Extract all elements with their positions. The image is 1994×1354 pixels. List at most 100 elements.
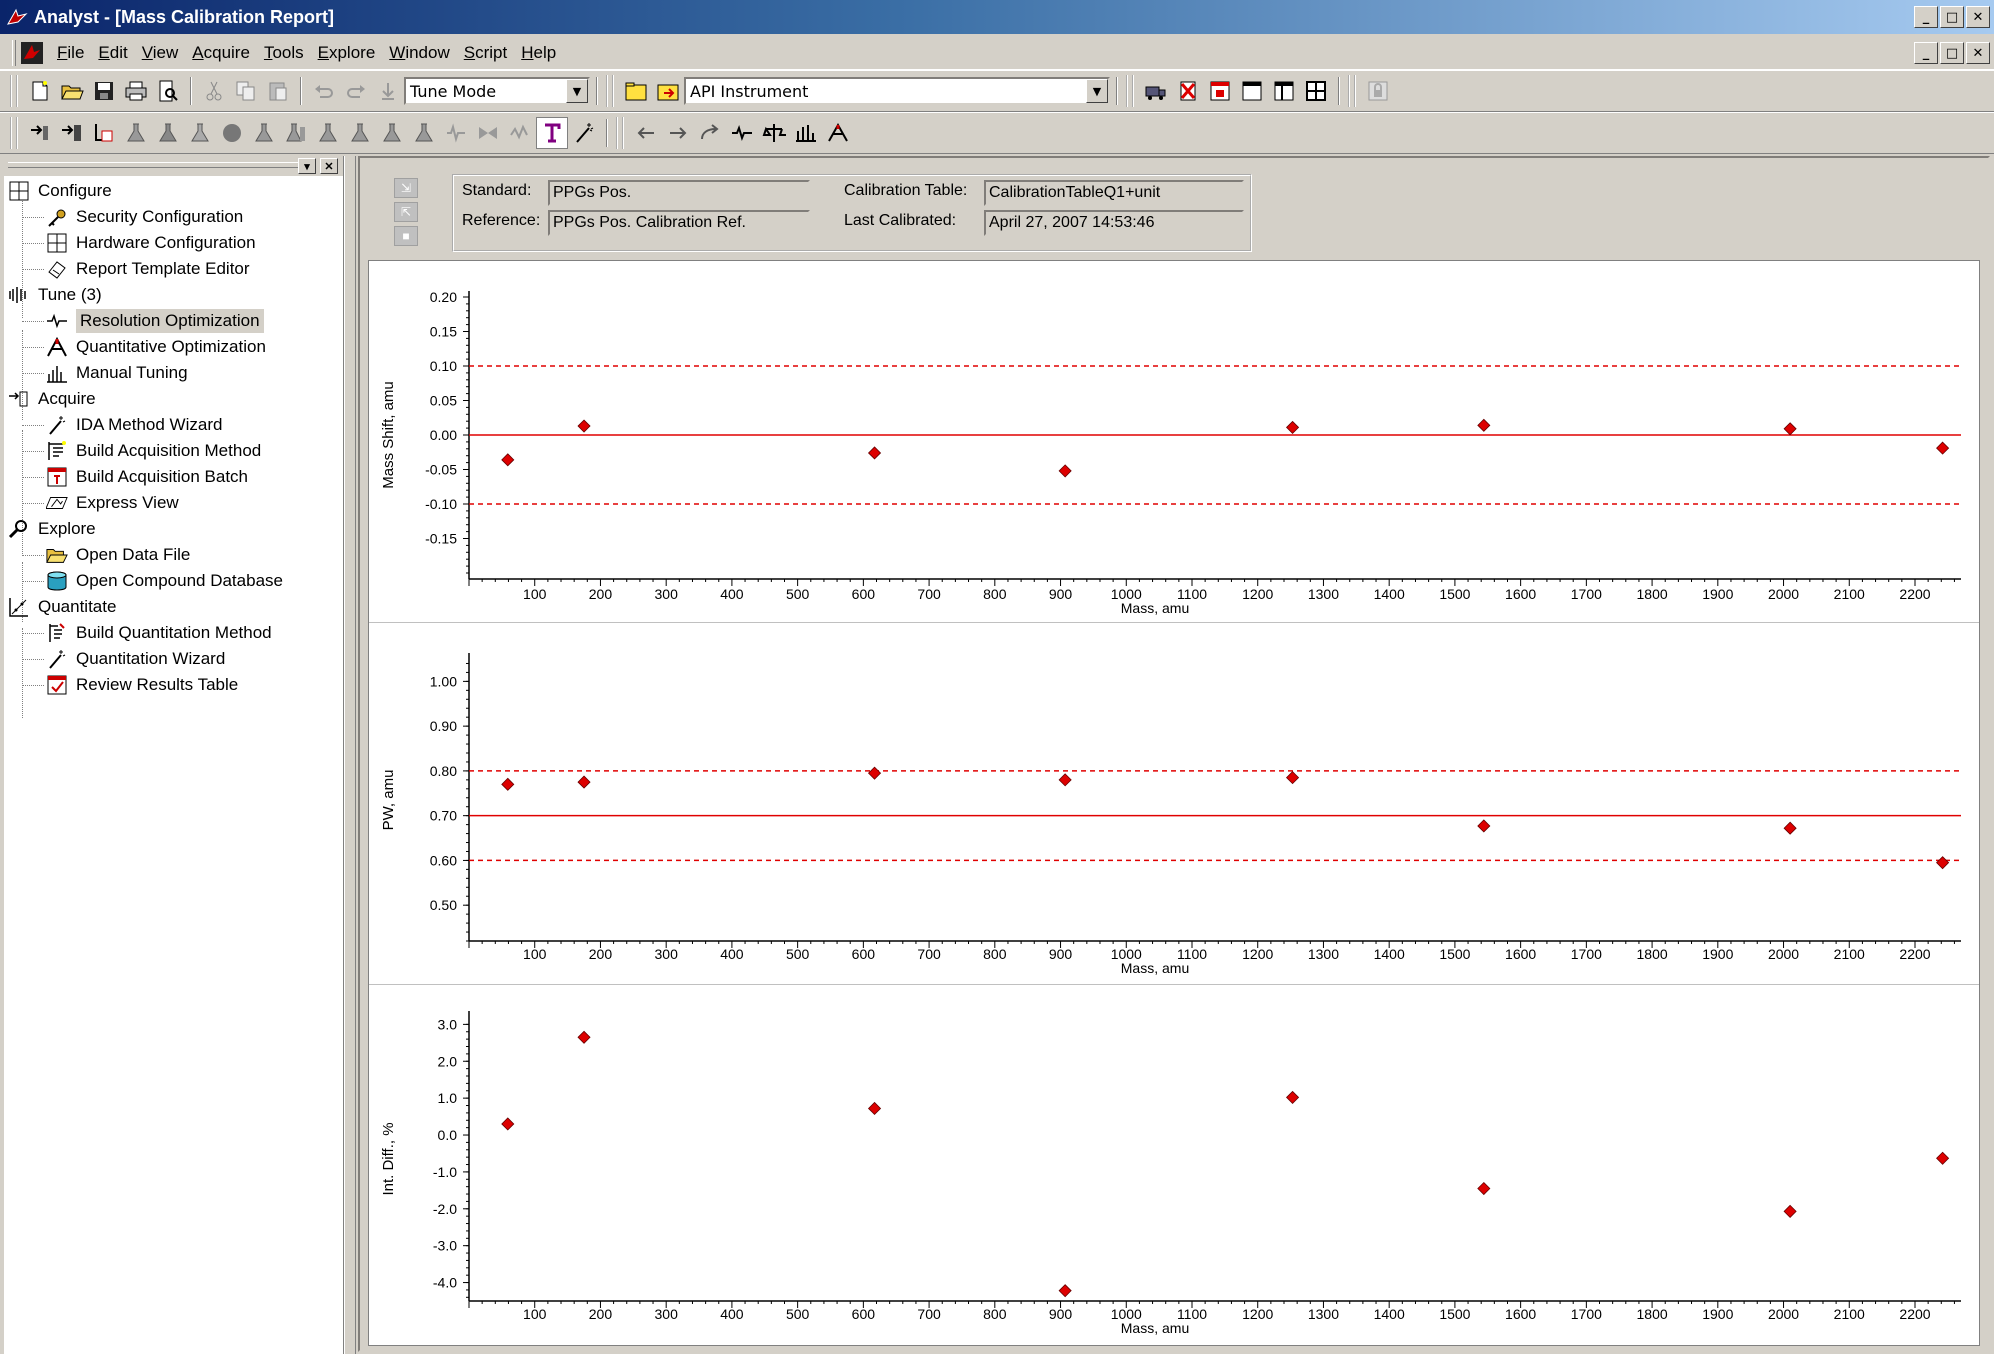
toolbar-grip[interactable] — [606, 75, 614, 107]
tree-item-report-template-editor[interactable]: Report Template Editor — [22, 254, 250, 284]
tree-item-manual-tuning[interactable]: Manual Tuning — [22, 358, 188, 388]
save-button[interactable] — [88, 75, 120, 107]
tree-item-open-compound-database[interactable]: Open Compound Database — [22, 566, 283, 596]
flask-2-button[interactable] — [152, 117, 184, 149]
standard-toolbar: Tune Mode ▼ API Instrument ▼ — [0, 70, 1994, 112]
open-project-button[interactable] — [620, 75, 652, 107]
tree-item-open-data-file[interactable]: Open Data File — [22, 540, 190, 570]
tree-item-explore[interactable]: Explore — [8, 514, 96, 544]
quant-opt-button[interactable] — [822, 117, 854, 149]
mdi-close-button[interactable]: ✕ — [1966, 42, 1990, 64]
menu-view[interactable]: View — [141, 42, 179, 62]
save-report-icon[interactable]: ■ — [394, 226, 418, 246]
stop-queue-button[interactable] — [1172, 75, 1204, 107]
resolution-button[interactable] — [726, 117, 758, 149]
trace-button[interactable] — [504, 117, 536, 149]
flask-3-button[interactable] — [184, 117, 216, 149]
tree-item-build-quantitation-method[interactable]: Build Quantitation Method — [22, 618, 272, 648]
security-lock-button[interactable] — [1362, 75, 1394, 107]
lock-queue-button[interactable] — [1204, 75, 1236, 107]
toolbar-grip[interactable] — [616, 117, 624, 149]
acquire-start-button[interactable] — [56, 117, 88, 149]
toolbar-grip[interactable] — [1126, 75, 1134, 107]
tune-icon-button[interactable] — [88, 117, 120, 149]
panel-grip[interactable] — [8, 162, 298, 168]
menu-edit[interactable]: Edit — [98, 42, 128, 62]
panel-close-button[interactable]: ✕ — [320, 158, 338, 174]
create-project-button[interactable] — [652, 75, 684, 107]
tree-item-express-view[interactable]: Express View — [22, 488, 179, 518]
paste-button[interactable] — [262, 75, 294, 107]
flask-7-button[interactable] — [344, 117, 376, 149]
layout-2-button[interactable] — [1268, 75, 1300, 107]
tree-item-resolution-optimization[interactable]: Resolution Optimization — [22, 306, 264, 336]
chevron-down-icon[interactable]: ▼ — [566, 79, 588, 103]
toolbar-grip[interactable] — [10, 117, 18, 149]
manual-tune-button[interactable] — [790, 117, 822, 149]
instrument-select[interactable]: API Instrument ▼ — [684, 77, 1110, 105]
menu-explore[interactable]: Explore — [317, 42, 376, 62]
record-button[interactable] — [216, 117, 248, 149]
tree-item-build-acquisition-batch[interactable]: Build Acquisition Batch — [22, 462, 248, 492]
panel-splitter[interactable] — [344, 156, 356, 1354]
import-report-icon[interactable]: ⇲ — [394, 178, 418, 198]
menu-window[interactable]: Window — [389, 42, 450, 62]
cut-button[interactable] — [198, 75, 230, 107]
document-system-menu-icon[interactable] — [20, 41, 44, 65]
panel-dropdown-button[interactable]: ▾ — [298, 158, 316, 174]
restore-button[interactable]: □ — [1940, 6, 1964, 28]
wizard-button[interactable] — [568, 117, 600, 149]
redo-button[interactable] — [340, 75, 372, 107]
tree-item-quantitate[interactable]: Quantitate — [8, 592, 116, 622]
copy-button[interactable] — [230, 75, 262, 107]
close-button[interactable]: ✕ — [1966, 6, 1990, 28]
menu-file[interactable]: File — [57, 42, 85, 62]
minimize-button[interactable]: _ — [1914, 6, 1938, 28]
forward-button[interactable] — [662, 117, 694, 149]
flask-6-button[interactable] — [312, 117, 344, 149]
flask-8-button[interactable] — [376, 117, 408, 149]
flask-5-button[interactable] — [280, 117, 312, 149]
flask-1-button[interactable] — [120, 117, 152, 149]
spectrum-button[interactable] — [440, 117, 472, 149]
menu-tools[interactable]: Tools — [263, 42, 304, 62]
text-tool-button[interactable] — [536, 117, 568, 149]
instrument-queue-button[interactable] — [1140, 75, 1172, 107]
tree-item-ida-method-wizard[interactable]: IDA Method Wizard — [22, 410, 222, 440]
tree-item-quantitative-optimization[interactable]: Quantitative Optimization — [22, 332, 266, 362]
print-preview-button[interactable] — [152, 75, 184, 107]
mdi-restore-button[interactable]: □ — [1940, 42, 1964, 64]
tree-item-build-acquisition-method[interactable]: Build Acquisition Method — [22, 436, 261, 466]
tree-item-hardware-configuration[interactable]: Hardware Configuration — [22, 228, 256, 258]
print-button[interactable] — [120, 75, 152, 107]
menu-help[interactable]: Help — [521, 42, 557, 62]
flask-4-button[interactable] — [248, 117, 280, 149]
layout-1-button[interactable] — [1236, 75, 1268, 107]
acquire-mode-button[interactable] — [24, 117, 56, 149]
overlay-button[interactable] — [472, 117, 504, 149]
flask-9-button[interactable] — [408, 117, 440, 149]
export-report-icon[interactable]: ⇱ — [394, 202, 418, 222]
tree-item-security-configuration[interactable]: Security Configuration — [22, 202, 243, 232]
menu-script[interactable]: Script — [463, 42, 508, 62]
tree-item-review-results-table[interactable]: Review Results Table — [22, 670, 238, 700]
jump-button[interactable] — [694, 117, 726, 149]
chevron-down-icon[interactable]: ▼ — [1086, 79, 1108, 103]
open-button[interactable] — [56, 75, 88, 107]
new-button[interactable] — [24, 75, 56, 107]
menu-grip[interactable] — [12, 39, 16, 66]
undo-button[interactable] — [308, 75, 340, 107]
tree-item-quantitation-wizard[interactable]: Quantitation Wizard — [22, 644, 225, 674]
toolbar-grip[interactable] — [1348, 75, 1356, 107]
mode-select[interactable]: Tune Mode ▼ — [404, 77, 590, 105]
tree-item-acquire[interactable]: Acquire — [8, 384, 96, 414]
download-button[interactable] — [372, 75, 404, 107]
tree-item-tune[interactable]: Tune (3) — [8, 280, 102, 310]
toolbar-grip[interactable] — [10, 75, 18, 107]
layout-3-button[interactable] — [1300, 75, 1332, 107]
back-button[interactable] — [630, 117, 662, 149]
tree-item-configure[interactable]: Configure — [8, 176, 112, 206]
mdi-minimize-button[interactable]: _ — [1914, 42, 1938, 64]
balance-button[interactable] — [758, 117, 790, 149]
menu-acquire[interactable]: Acquire — [192, 42, 250, 62]
